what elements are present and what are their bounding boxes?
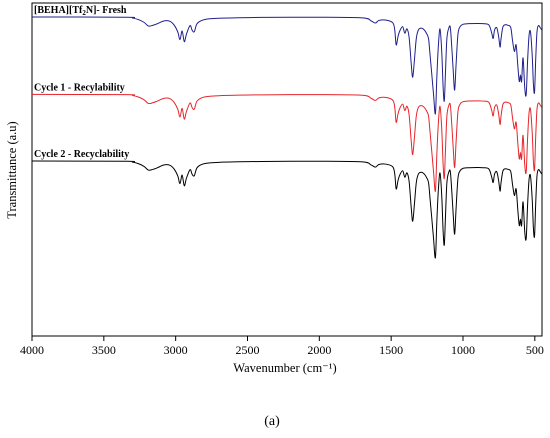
series-cycle-1-label: Cycle 1 - Recylability [34, 82, 125, 93]
x-axis-ticks: 4000 3500 3000 2500 2000 1500 1000 500 [20, 336, 544, 357]
series-label-layer: [BEHA][Tf2N]- Fresh Cycle 1 - Recylabilit… [34, 5, 129, 160]
x-tick-label: 3000 [164, 343, 188, 357]
x-tick-label: 1500 [379, 343, 403, 357]
series-fresh-line [31, 16, 543, 115]
series-cycle-2-label: Cycle 2 - Recyclability [34, 149, 129, 160]
series-layer [31, 16, 543, 259]
series-cycle-1-line [31, 93, 543, 192]
x-tick-label: 4000 [20, 343, 44, 357]
plot-frame [31, 2, 543, 337]
x-tick-label: 2500 [235, 343, 259, 357]
x-axis-title: Wavenumber (cm⁻¹) [233, 361, 336, 375]
series-fresh-label: [BEHA][Tf2N]- Fresh [34, 5, 127, 17]
x-tick-label: 500 [526, 343, 544, 357]
x-tick-label: 1000 [451, 343, 475, 357]
x-tick-label: 3500 [92, 343, 116, 357]
series-cycle-2-line [31, 160, 543, 259]
panel-label: (a) [264, 414, 280, 429]
x-tick-label: 2000 [307, 343, 331, 357]
y-axis-title: Transmittance (a.u) [5, 121, 19, 218]
